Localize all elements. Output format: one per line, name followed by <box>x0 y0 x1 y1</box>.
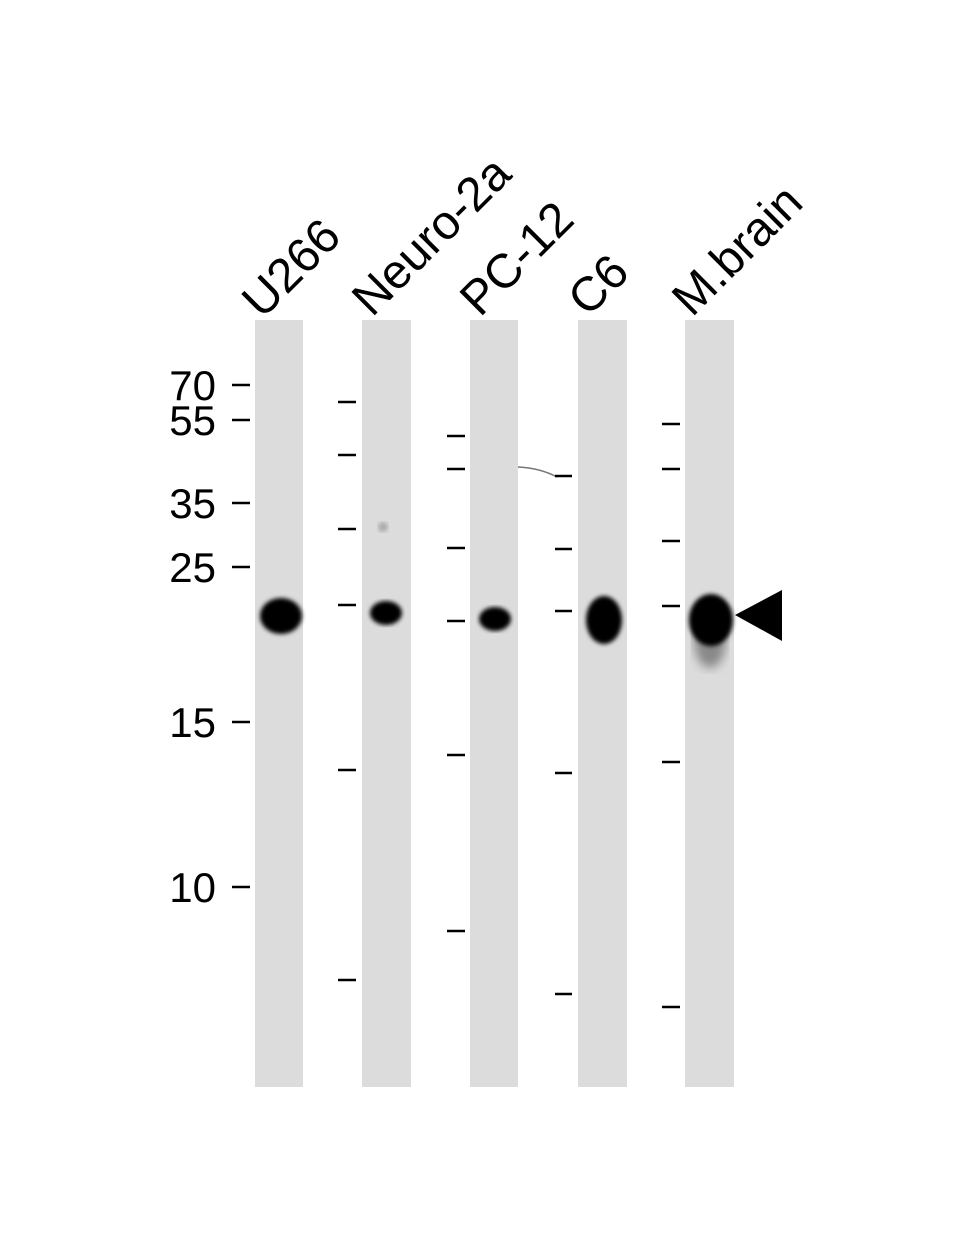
lane-label: U266 <box>232 209 351 328</box>
lane-4 <box>578 320 627 1087</box>
band-lane-5 <box>689 594 733 646</box>
marker-label: 70 <box>169 362 216 409</box>
lane-1 <box>255 320 303 1087</box>
marker-label: 15 <box>169 699 216 746</box>
band-lane-2 <box>370 601 402 625</box>
lane-labels: U266 Neuro-2a PC-12 C6 M.brain <box>232 147 813 328</box>
lane-label: C6 <box>558 245 639 326</box>
lane-label: M.brain <box>662 175 813 326</box>
bands <box>260 522 733 668</box>
marker-labels: 70 55 35 25 15 10 <box>169 362 216 911</box>
lane-3 <box>470 320 518 1087</box>
marker-label: 55 <box>169 397 216 444</box>
marker-label: 25 <box>169 544 216 591</box>
lane-5 <box>685 320 734 1087</box>
arrow-left-icon <box>735 590 782 641</box>
band-lane-3 <box>479 607 511 631</box>
marker-label: 10 <box>169 864 216 911</box>
band-lane-1 <box>260 598 302 634</box>
lane-2 <box>362 320 411 1087</box>
lanes <box>255 320 734 1087</box>
marker-label: 35 <box>169 480 216 527</box>
faint-spot-lane-2 <box>378 522 388 532</box>
stray-line <box>517 466 558 478</box>
band-lane-4 <box>586 596 622 644</box>
marker-ticks <box>232 383 680 1009</box>
